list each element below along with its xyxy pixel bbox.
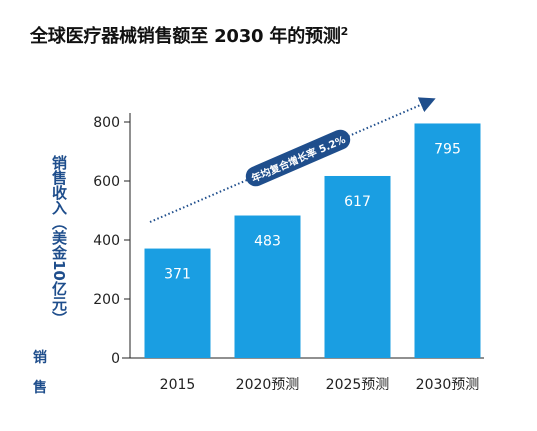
bar	[414, 123, 481, 358]
y-tick-label: 400	[93, 233, 120, 249]
y-axis: 0 200 400 600 800	[93, 113, 131, 367]
bar	[324, 175, 391, 358]
x-tick-label: 2015	[160, 377, 196, 393]
y-axis-label-fragment: 售	[33, 380, 47, 396]
bar-value-label: 371	[164, 267, 191, 283]
bar-value-label: 483	[254, 234, 281, 250]
y-axis-label-fragment: 销	[33, 350, 47, 366]
y-axis-label: 销售收入（美金10亿元）	[50, 155, 68, 326]
x-tick-label: 2025预测	[326, 377, 390, 393]
title-footnote: 2	[340, 25, 349, 38]
chart-title: 全球医疗器械销售额至 2030 年的预测2	[30, 25, 349, 47]
x-tick-label: 2030预测	[416, 377, 480, 393]
bar	[144, 248, 211, 358]
bar	[234, 215, 301, 358]
x-tick-label: 2020预测	[236, 377, 300, 393]
growth-annotation-badge	[245, 129, 351, 187]
y-tick-label: 0	[111, 351, 120, 367]
y-tick-label: 800	[93, 115, 120, 131]
y-tick-label: 600	[93, 174, 120, 190]
bar-value-label: 617	[344, 194, 371, 210]
bar-value-label: 795	[434, 141, 461, 157]
y-tick-label: 200	[93, 292, 120, 308]
